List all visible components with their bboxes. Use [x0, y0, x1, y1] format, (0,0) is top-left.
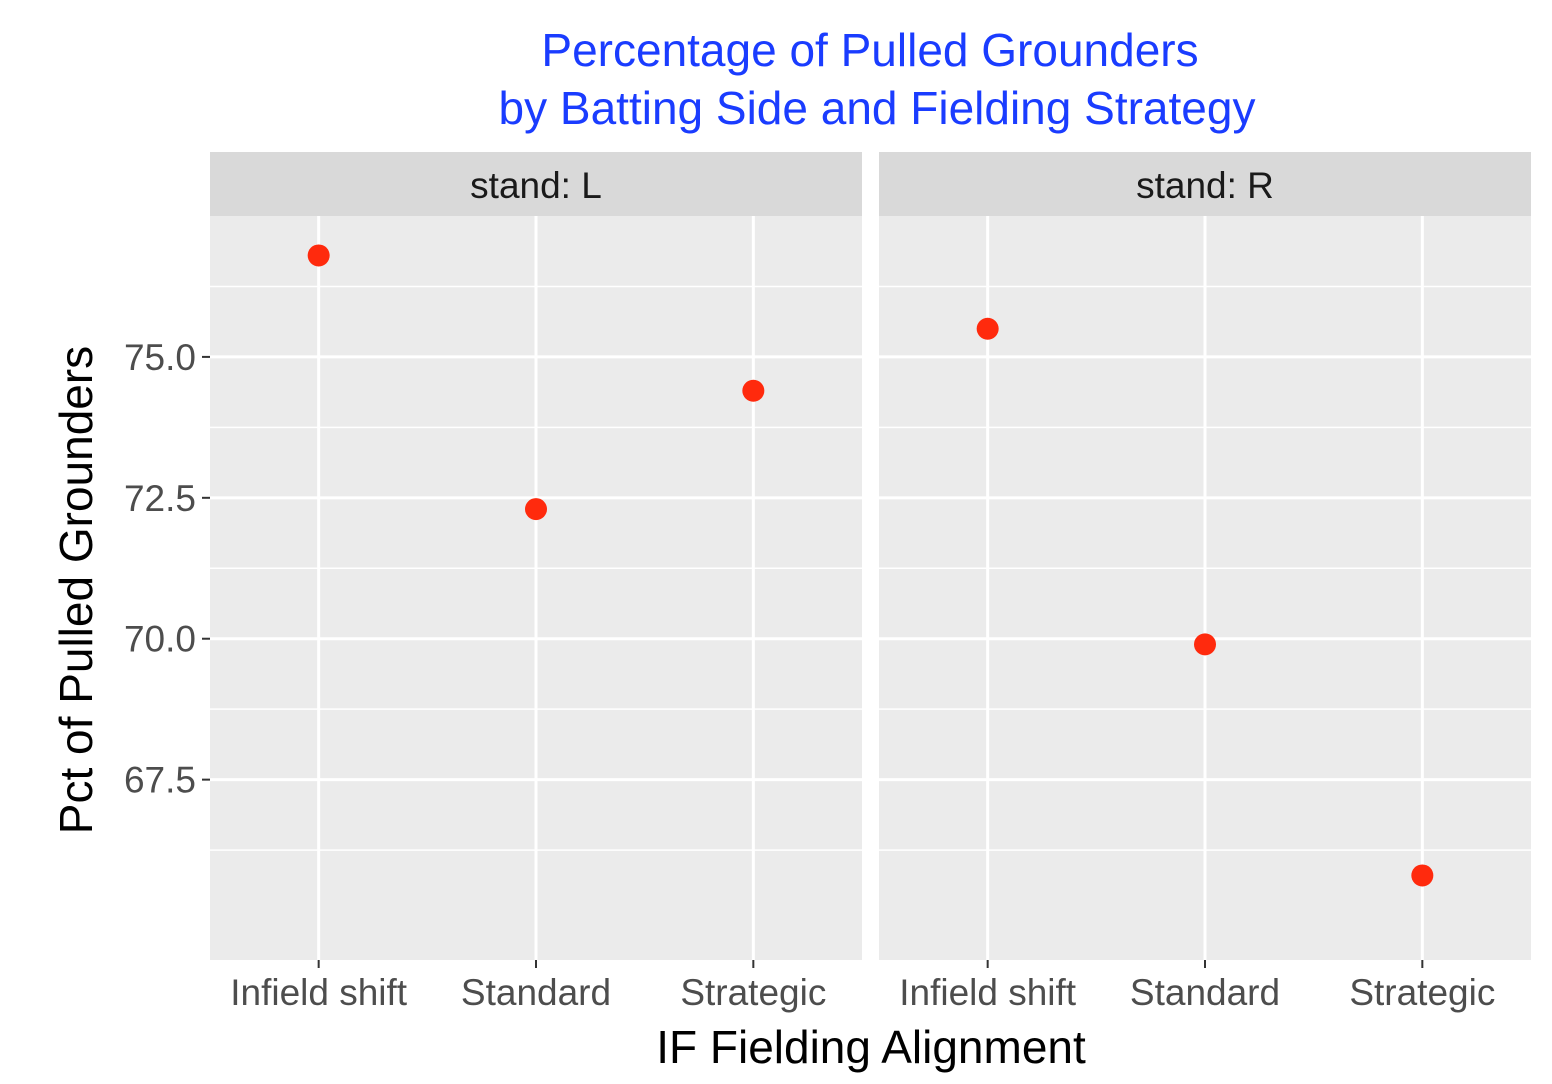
data-point [1194, 633, 1216, 656]
data-point [742, 379, 765, 402]
x-tick-label: Standard [1130, 972, 1280, 1013]
y-tick-label: 75.0 [124, 337, 196, 378]
facet-strip [210, 152, 862, 216]
data-point [1411, 864, 1434, 887]
y-axis: 67.5 70.0 72.5 75.0 [124, 337, 210, 801]
facet-strip [879, 152, 1531, 216]
facet-panel-2: stand: R Infield shift Standard Strategic [879, 152, 1531, 1013]
data-point [976, 317, 999, 340]
y-tick-label: 67.5 [124, 760, 196, 801]
x-tick-label: Infield shift [899, 972, 1077, 1013]
data-point [307, 244, 330, 267]
x-tick-label: Standard [461, 972, 611, 1013]
data-point [525, 498, 547, 521]
chart-title-line-1: Percentage of Pulled Grounders [541, 24, 1198, 76]
y-axis-title: Pct of Pulled Grounders [50, 346, 102, 834]
x-tick-label: Strategic [1349, 972, 1495, 1013]
facet-strip-label: stand: L [470, 165, 602, 206]
y-tick-label: 70.0 [124, 619, 196, 660]
x-tick-label: Strategic [680, 972, 826, 1013]
y-tick-label: 72.5 [124, 478, 196, 519]
x-axis-title: IF Fielding Alignment [656, 1021, 1086, 1073]
chart-title-line-2: by Batting Side and Fielding Strategy [499, 82, 1256, 134]
facet-strip-label: stand: R [1136, 165, 1274, 206]
facet-panel-1: stand: L Infield shift Standard Strategic [210, 152, 862, 1013]
x-tick-label: Infield shift [230, 972, 408, 1013]
